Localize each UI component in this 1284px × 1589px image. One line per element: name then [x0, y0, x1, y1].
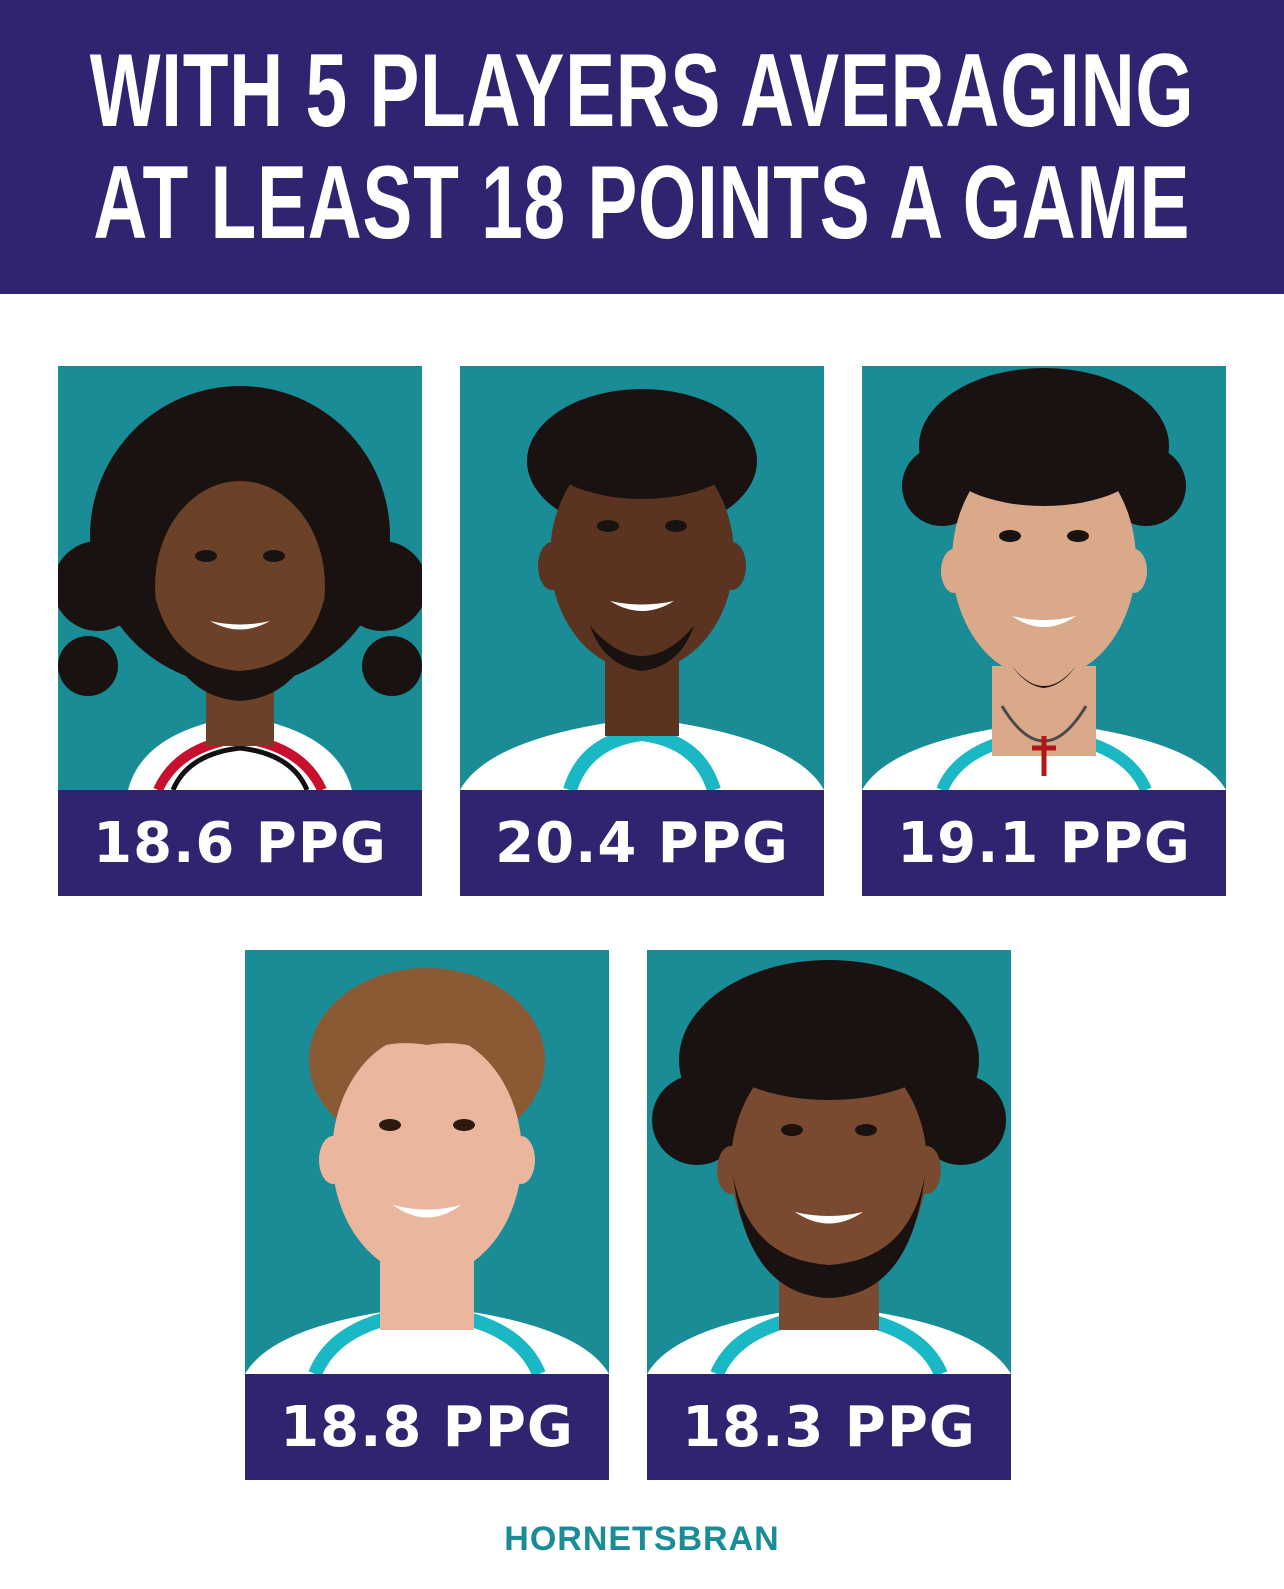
- player-card-4: 18.8 PPG: [245, 950, 609, 1480]
- ppg-value-3: 19.1 PPG: [897, 810, 1191, 876]
- player-card-2: 20.4 PPG: [460, 366, 824, 896]
- stat-banner-1: 18.6 PPG: [58, 790, 422, 896]
- player-card-3: 19.1 PPG: [862, 366, 1226, 896]
- stat-banner-3: 19.1 PPG: [862, 790, 1226, 896]
- credit-watermark: HORNETSBRAN: [504, 1520, 780, 1558]
- headline-banner: WITH 5 PLAYERS AVERAGING AT LEAST 18 POI…: [0, 0, 1284, 294]
- ppg-value-4: 18.8 PPG: [280, 1394, 574, 1460]
- ppg-value-2: 20.4 PPG: [495, 810, 789, 876]
- stat-banner-2: 20.4 PPG: [460, 790, 824, 896]
- ppg-value-5: 18.3 PPG: [682, 1394, 976, 1460]
- headline-line-2: AT LEAST 18 POINTS A GAME: [93, 145, 1191, 261]
- ppg-value-1: 18.6 PPG: [93, 810, 387, 876]
- player-portrait-2: [460, 389, 824, 790]
- player-card-1: 18.6 PPG: [58, 366, 422, 896]
- headline-line-1: WITH 5 PLAYERS AVERAGING: [89, 33, 1195, 149]
- player-portrait-1: [58, 386, 422, 790]
- player-card-5: 18.3 PPG: [647, 950, 1011, 1480]
- player-portrait-4: [245, 968, 609, 1374]
- stat-banner-5: 18.3 PPG: [647, 1374, 1011, 1480]
- stat-banner-4: 18.8 PPG: [245, 1374, 609, 1480]
- player-portrait-3: [862, 368, 1226, 790]
- player-portrait-5: [647, 960, 1011, 1374]
